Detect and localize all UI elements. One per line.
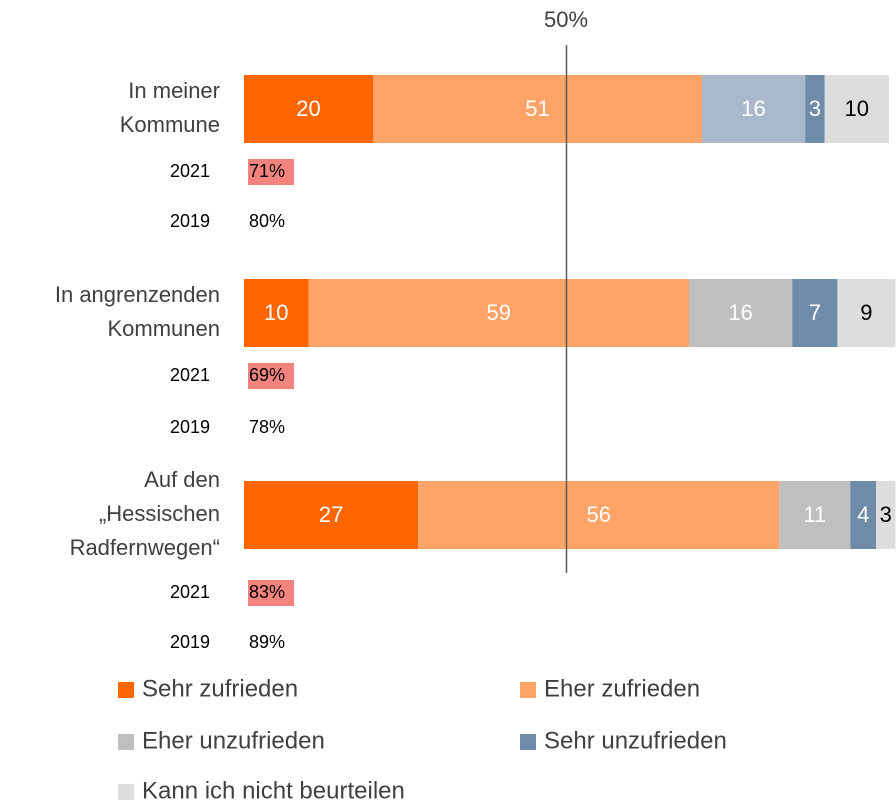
bar-segment bbox=[850, 481, 877, 549]
value-label: 10 bbox=[845, 96, 869, 121]
year-label: 2021 bbox=[170, 365, 210, 385]
value-label: 3 bbox=[809, 96, 821, 121]
comparison-value: 71% bbox=[249, 161, 285, 181]
bar-segment bbox=[418, 481, 780, 549]
bar-segment bbox=[244, 481, 419, 549]
value-label: 27 bbox=[319, 502, 343, 527]
highlight bbox=[248, 363, 294, 389]
year-label: 2021 bbox=[170, 161, 210, 181]
category-label: In meiner Kommune bbox=[120, 78, 220, 137]
value-label: 20 bbox=[296, 96, 320, 121]
year-label: 2021 bbox=[170, 582, 210, 602]
legend-swatch bbox=[118, 784, 134, 800]
legend-label: Sehr unzufrieden bbox=[544, 727, 727, 754]
category-label: Auf den „Hessischen Radfernwegen“ bbox=[70, 467, 220, 560]
year-label: 2019 bbox=[170, 632, 210, 652]
highlight bbox=[248, 159, 294, 185]
legend-label: Eher zufrieden bbox=[544, 675, 700, 702]
value-label: 51 bbox=[525, 96, 549, 121]
comparison-value: 78% bbox=[249, 417, 285, 437]
comparison-value: 80% bbox=[249, 211, 285, 231]
value-label: 59 bbox=[487, 300, 511, 325]
year-label: 2019 bbox=[170, 211, 210, 231]
bar-segment bbox=[308, 279, 690, 347]
value-label: 16 bbox=[728, 300, 752, 325]
bar-segment bbox=[244, 279, 309, 347]
value-label: 10 bbox=[264, 300, 288, 325]
bar-segment bbox=[824, 75, 889, 143]
value-label: 11 bbox=[803, 502, 826, 527]
value-label: 3 bbox=[880, 502, 892, 527]
bar-segment bbox=[689, 279, 793, 347]
comparison-value: 89% bbox=[249, 632, 285, 652]
legend-label: Eher unzufrieden bbox=[142, 727, 325, 754]
bar-segment bbox=[837, 279, 896, 347]
category-label: In angrenzenden Kommunen bbox=[55, 282, 220, 341]
bar-segment bbox=[876, 481, 896, 549]
year-label: 2019 bbox=[170, 417, 210, 437]
bar-segment bbox=[792, 279, 838, 347]
value-label: 16 bbox=[741, 96, 765, 121]
legend-swatch bbox=[118, 734, 134, 750]
value-label: 9 bbox=[860, 300, 872, 325]
bar-segment bbox=[373, 75, 702, 143]
value-label: 7 bbox=[809, 300, 821, 325]
comparison-value: 83% bbox=[249, 582, 285, 602]
bar-segment bbox=[779, 481, 851, 549]
bar-segment bbox=[805, 75, 825, 143]
legend-label: Kann ich nicht beurteilen bbox=[142, 777, 405, 803]
value-label: 4 bbox=[857, 502, 869, 527]
bar-segment bbox=[701, 75, 806, 143]
reference-label: 50% bbox=[544, 7, 588, 32]
highlight bbox=[248, 580, 294, 606]
comparison-value: 69% bbox=[249, 365, 285, 385]
legend-swatch bbox=[520, 682, 536, 698]
bar-segment bbox=[244, 75, 373, 143]
value-label: 56 bbox=[587, 502, 611, 527]
legend-swatch bbox=[118, 682, 134, 698]
legend-label: Sehr zufrieden bbox=[142, 675, 298, 702]
legend-swatch bbox=[520, 734, 536, 750]
